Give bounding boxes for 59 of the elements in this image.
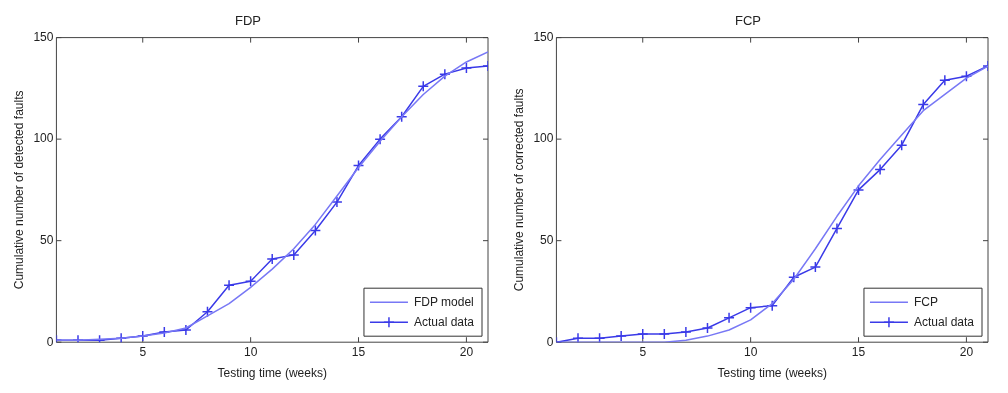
point [874,163,886,176]
y-axis-title: Cumulative number of detected faults [11,90,26,290]
y-axis-title: Cumulative number of corrected faults [511,88,526,292]
legend-label: Actual data [913,314,975,329]
chart-title: FDP [235,13,261,29]
legend-label: FDP model [413,294,474,309]
x-tick-label: 20 [959,344,974,359]
point [374,133,386,145]
point [201,305,214,318]
y-tick-label: 100 [533,131,554,146]
x-tick-label: 5 [639,344,647,359]
point [723,312,735,324]
point [439,68,451,80]
x-tick-label: 15 [851,344,866,359]
point [331,196,343,208]
point [960,70,973,82]
point [158,326,171,338]
point [744,301,757,314]
point [615,330,627,342]
point [417,80,430,93]
y-tick-label: 150 [33,29,54,44]
point [852,184,865,196]
point [309,224,322,237]
y-tick-label: 0 [46,334,54,349]
point [266,253,278,265]
point [352,159,365,172]
point [788,271,800,283]
legend-label: FCP [913,294,938,309]
point [895,139,908,151]
point [223,279,235,292]
x-tick-label: 20 [459,344,474,359]
point [244,275,257,288]
point [680,326,692,338]
point [939,74,951,86]
point [831,222,843,235]
y-tick-label: 150 [533,29,554,44]
point [395,111,408,123]
point [658,328,671,340]
point [809,261,822,273]
point [917,98,930,111]
x-tick-label: 10 [243,344,258,359]
point [115,332,127,343]
chart-title: FCP [735,13,761,29]
legend-label: Actual data [413,314,475,329]
y-tick-label: 50 [540,232,554,247]
point [701,322,714,334]
x-tick-label: 5 [139,344,147,359]
x-tick-label: 10 [743,344,758,359]
y-tick-label: 100 [33,131,54,146]
x-axis-title: Testing time (weeks) [217,366,327,381]
y-tick-label: 0 [546,334,554,349]
point [180,324,192,336]
y-tick-label: 50 [40,232,54,247]
point [288,249,300,261]
x-tick-label: 15 [351,344,366,359]
x-axis-title: Testing time (weeks) [717,366,827,381]
point [766,299,778,312]
point [460,62,473,74]
point [636,328,649,340]
